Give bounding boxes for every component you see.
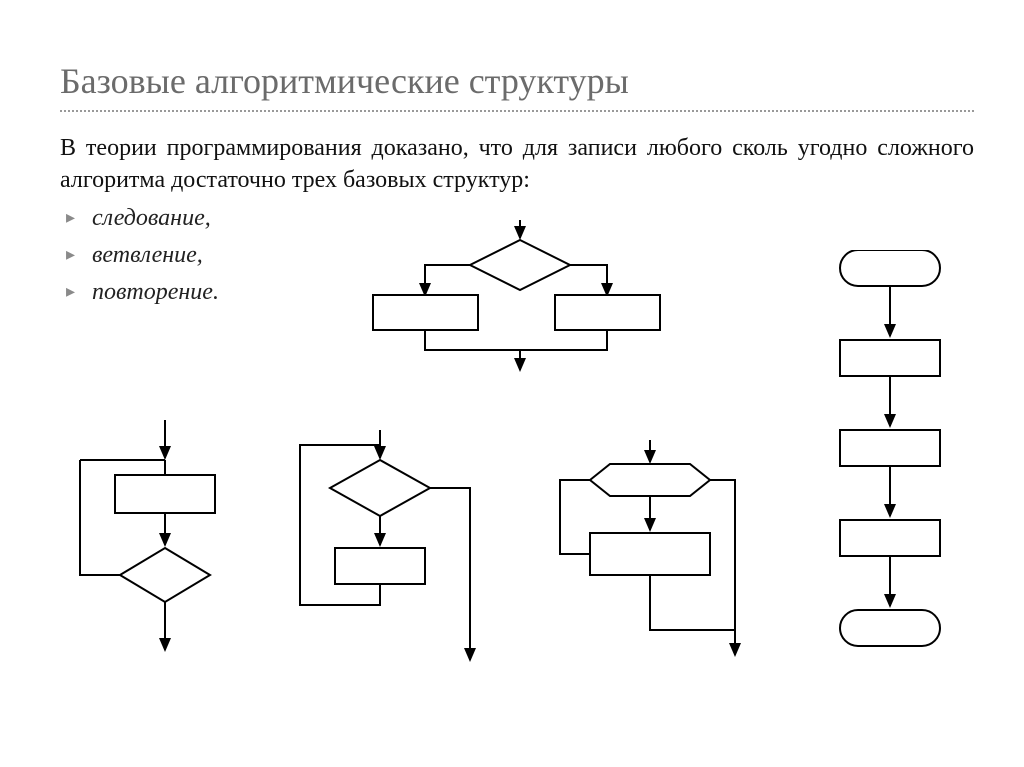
diagram-loop-pre: [280, 430, 490, 680]
bullet-item: следование,: [66, 205, 974, 232]
bullet-list: следование, ветвление, повторение.: [66, 205, 974, 306]
diagram-loop-for: [530, 440, 760, 670]
slide-title: Базовые алгоритмические структуры: [60, 60, 974, 112]
bullet-item: ветвление,: [66, 242, 974, 269]
bullet-item: повторение.: [66, 279, 974, 306]
diagram-loop-post: [50, 420, 250, 680]
intro-paragraph: В теории программирования доказано, что …: [60, 132, 974, 197]
